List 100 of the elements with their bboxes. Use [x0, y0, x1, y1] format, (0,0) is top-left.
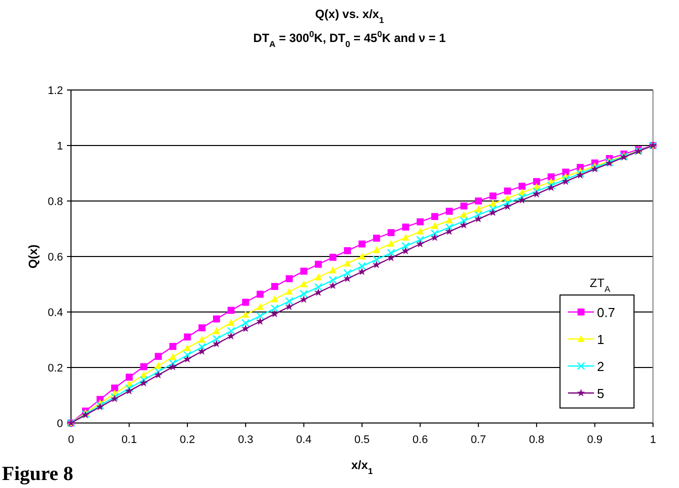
point: [504, 202, 512, 210]
point: [154, 368, 162, 376]
point: [344, 247, 351, 254]
point: [518, 193, 526, 202]
point: [431, 222, 438, 229]
chart-title: Q(x) vs. x/x$_{1}$: [315, 7, 384, 25]
y-tick-label: 1: [56, 140, 63, 152]
point: [314, 273, 322, 280]
point: [271, 295, 278, 302]
y-tick-label: 0.6: [48, 252, 63, 264]
point: [271, 282, 278, 290]
point: [314, 282, 322, 292]
point: [431, 213, 438, 220]
point: [111, 384, 118, 392]
y-tick-label: 0.2: [48, 362, 63, 374]
x-axis-title: x/x$_{1}$: [351, 458, 373, 476]
point: [344, 259, 351, 266]
point: [488, 204, 498, 214]
point: [358, 240, 366, 248]
point: [460, 216, 468, 226]
point: [198, 324, 206, 332]
point: [140, 363, 148, 370]
caption: Figure 8: [2, 463, 74, 485]
point: [198, 347, 206, 355]
point: [372, 255, 381, 264]
point: [169, 352, 176, 360]
point: [184, 333, 191, 340]
point: [503, 198, 512, 208]
point: [154, 352, 162, 360]
x-tick-label: 0.6: [412, 434, 428, 446]
point: [416, 218, 424, 226]
point: [198, 336, 206, 343]
point: [242, 319, 250, 328]
point: [446, 208, 453, 215]
point: [286, 288, 293, 295]
point: [387, 254, 396, 262]
y-axis-title: Q(x): [26, 244, 40, 268]
point: [329, 266, 336, 274]
point: [226, 326, 236, 335]
point: [213, 315, 220, 322]
legend-title: ZT$_{A}$: [590, 276, 610, 294]
point: [286, 275, 293, 282]
legend-label: 0.7: [597, 305, 616, 320]
point: [169, 342, 176, 350]
legend-label: 5: [597, 386, 604, 401]
x-tick-label: 0: [68, 434, 74, 446]
point: [183, 350, 192, 360]
point: [460, 220, 468, 229]
point: [256, 290, 264, 298]
point: [125, 386, 134, 394]
point: [372, 260, 381, 268]
point: [532, 190, 541, 198]
point: [416, 240, 424, 248]
point: [140, 376, 148, 384]
point: [242, 298, 250, 306]
point: [228, 318, 235, 326]
point: [416, 236, 424, 244]
point: [242, 324, 250, 332]
point: [300, 268, 308, 275]
x-tick-label: 0.2: [180, 434, 196, 446]
point: [504, 188, 511, 195]
point: [300, 290, 308, 298]
point: [154, 362, 162, 369]
point: [285, 297, 294, 306]
point: [270, 304, 279, 312]
point: [126, 374, 133, 381]
x-tick-label: 0.1: [122, 434, 137, 446]
point: [518, 196, 526, 204]
point: [402, 242, 410, 250]
legend-label: 2: [597, 359, 604, 374]
point: [227, 332, 236, 340]
point: [387, 248, 396, 257]
point: [416, 228, 424, 235]
point: [358, 268, 366, 276]
point: [460, 202, 468, 210]
point: [168, 359, 177, 368]
point: [445, 227, 454, 235]
point: [388, 229, 395, 236]
point: [474, 210, 482, 219]
point: [154, 370, 162, 378]
point: [328, 281, 337, 290]
point: [212, 334, 221, 344]
point: [402, 246, 410, 254]
point: [228, 306, 235, 314]
point: [489, 192, 496, 200]
y-tick-label: 0.4: [48, 307, 63, 319]
point: [213, 327, 220, 334]
point: [474, 198, 482, 204]
point: [445, 223, 454, 232]
point: [343, 269, 352, 278]
point: [430, 229, 439, 238]
point: [270, 310, 279, 318]
x-tick-label: 0.3: [238, 434, 254, 446]
point: [300, 295, 308, 303]
point: [140, 378, 148, 386]
point: [125, 384, 134, 392]
point: [518, 182, 526, 190]
point: [358, 252, 366, 260]
point: [256, 303, 264, 310]
point: [388, 240, 395, 247]
